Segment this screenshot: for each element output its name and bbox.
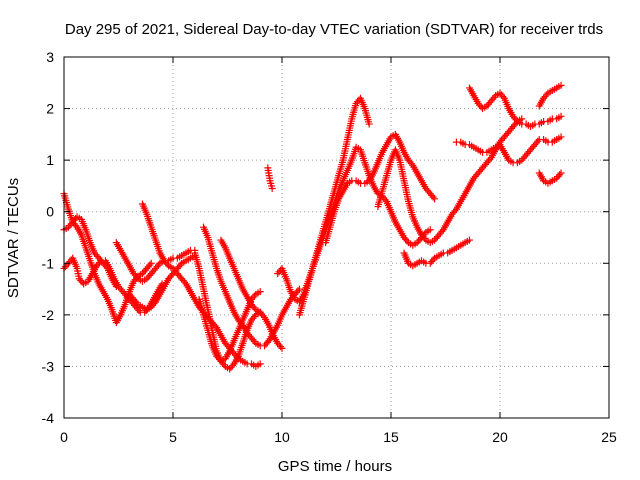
series-arc-18 [465,84,565,131]
data-point-markers [400,236,473,270]
series-arc-19 [535,169,565,187]
data-point-markers [535,81,565,110]
data-point-markers [452,133,565,167]
x-tick-label: 20 [492,429,508,445]
y-tick-label: -4 [42,410,55,426]
data-point-markers [264,164,276,193]
series-arc-6 [125,252,199,314]
series-arc-20 [535,81,565,110]
data-point-markers [217,236,264,316]
data-point-markers [295,94,373,319]
y-tick-label: -1 [42,255,55,271]
data-point-markers [200,223,303,350]
x-axis-label: GPS time / hours [278,458,392,475]
data-points [60,81,565,373]
series-arc-13 [295,94,373,319]
series-arc-10 [217,236,264,316]
y-tick-label: 3 [46,49,54,65]
y-tick-label: -2 [42,307,55,323]
x-tick-label: 10 [274,429,290,445]
y-axis-label: SDTVAR / TECUs [5,178,22,298]
axis-ticks: 0 5 10 15 20 25 -4 -3 -2 -1 0 1 2 3 [42,49,617,445]
y-tick-label: 1 [46,152,54,168]
series-arc-16 [400,236,473,270]
x-tick-label: 0 [60,429,68,445]
x-tick-label: 5 [169,429,177,445]
series-arc-17 [452,133,565,167]
y-tick-label: 2 [46,101,54,117]
series-arc-14 [322,130,439,247]
data-point-markers [322,130,439,247]
x-tick-label: 25 [601,429,617,445]
data-point-markers [465,84,565,131]
y-tick-label: 0 [46,204,54,220]
data-point-markers [125,252,199,314]
chart-title: Day 295 of 2021, Sidereal Day-to-day VTE… [65,21,603,38]
data-point-markers [112,239,199,285]
plot-frame [63,56,610,419]
series-arc-4 [112,239,199,285]
y-tick-label: -3 [42,358,55,374]
series-arc-8 [200,223,303,350]
data-point-markers [374,115,526,247]
series-arc-11 [264,164,276,193]
x-tick-label: 15 [383,429,399,445]
series-arc-15 [374,115,526,247]
data-point-markers [535,169,565,187]
